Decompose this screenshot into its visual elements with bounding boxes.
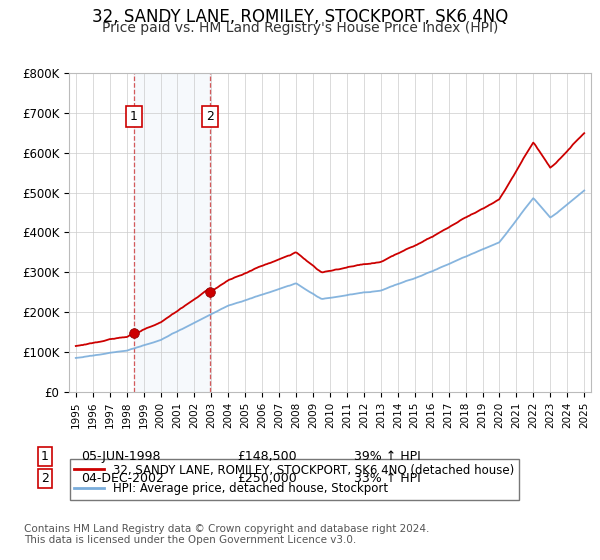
Text: £148,500: £148,500 bbox=[237, 450, 296, 463]
Legend: 32, SANDY LANE, ROMILEY, STOCKPORT, SK6 4NQ (detached house), HPI: Average price: 32, SANDY LANE, ROMILEY, STOCKPORT, SK6 … bbox=[70, 459, 520, 500]
Text: Contains HM Land Registry data © Crown copyright and database right 2024.
This d: Contains HM Land Registry data © Crown c… bbox=[24, 524, 430, 545]
Text: 32, SANDY LANE, ROMILEY, STOCKPORT, SK6 4NQ: 32, SANDY LANE, ROMILEY, STOCKPORT, SK6 … bbox=[92, 8, 508, 26]
Text: 2: 2 bbox=[206, 110, 214, 123]
Text: 04-DEC-2002: 04-DEC-2002 bbox=[81, 472, 164, 486]
Text: 05-JUN-1998: 05-JUN-1998 bbox=[81, 450, 161, 463]
Text: £250,000: £250,000 bbox=[237, 472, 297, 486]
Text: 39% ↑ HPI: 39% ↑ HPI bbox=[354, 450, 421, 463]
Text: 2: 2 bbox=[41, 472, 49, 486]
Bar bbox=[134, 73, 210, 392]
Text: 33% ↑ HPI: 33% ↑ HPI bbox=[354, 472, 421, 486]
Text: 1: 1 bbox=[130, 110, 138, 123]
Text: 1: 1 bbox=[41, 450, 49, 463]
Text: Price paid vs. HM Land Registry's House Price Index (HPI): Price paid vs. HM Land Registry's House … bbox=[102, 21, 498, 35]
